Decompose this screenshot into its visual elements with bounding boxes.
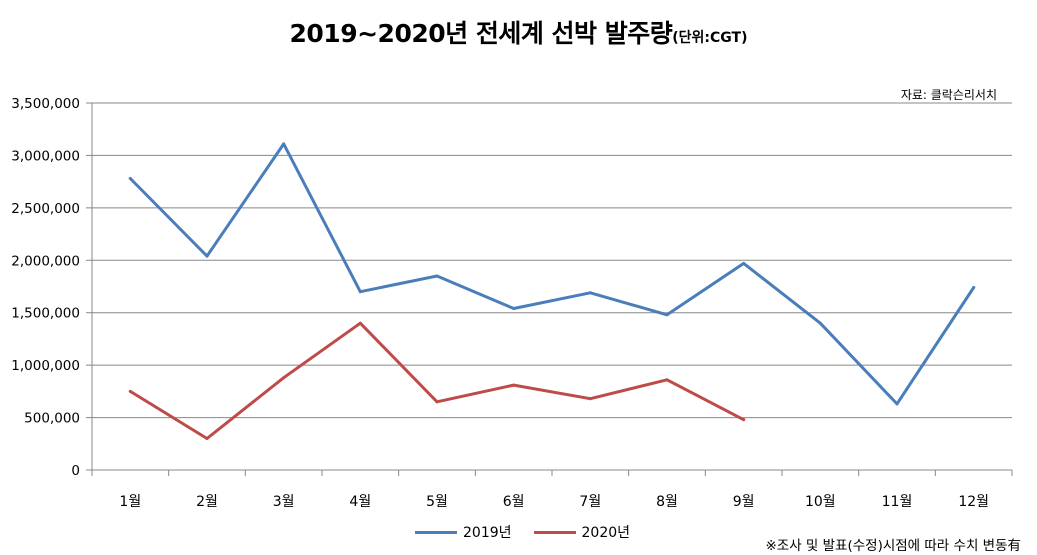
- x-tick-label: 6월: [503, 494, 525, 510]
- data-point: [742, 418, 746, 422]
- data-point: [972, 286, 976, 290]
- data-point: [588, 397, 592, 401]
- data-point: [205, 254, 209, 258]
- data-point: [282, 142, 286, 146]
- footnote: ※조사 및 발표(수정)시점에 따라 수치 변동有: [765, 538, 1021, 554]
- data-point: [512, 307, 516, 311]
- x-tick-label: 12월: [958, 494, 989, 510]
- y-tick-label: 3,000,000: [11, 148, 80, 164]
- data-point: [512, 383, 516, 387]
- chart-title-unit: (단위:CGT): [672, 30, 748, 46]
- legend-label-2020: 2020년: [581, 525, 631, 541]
- data-point: [742, 261, 746, 265]
- legend-swatch-2020: [533, 530, 576, 534]
- y-tick-label: 500,000: [24, 411, 80, 427]
- series-line-1: [128, 321, 746, 440]
- x-tick-label: 10월: [805, 494, 836, 510]
- y-tick-label: 2,000,000: [11, 253, 80, 269]
- chart-title-main: 2019~2020년 전세계 선박 발주량: [289, 19, 673, 48]
- y-tick-label: 1,500,000: [11, 306, 80, 322]
- data-point: [282, 376, 286, 380]
- legend: 2019년 2020년: [415, 522, 630, 542]
- data-point: [358, 290, 362, 294]
- data-point: [895, 402, 899, 406]
- data-point: [435, 400, 439, 404]
- x-tick-label: 1월: [119, 494, 141, 510]
- chart-title: 2019~2020년 전세계 선박 발주량(단위:CGT): [0, 14, 1037, 50]
- legend-item-2020: 2020년: [533, 522, 631, 542]
- x-tick-label: 9월: [733, 494, 755, 510]
- x-tick-label: 7월: [579, 494, 601, 510]
- data-point: [588, 291, 592, 295]
- x-tick-label: 8월: [656, 494, 678, 510]
- data-point: [205, 437, 209, 441]
- data-point: [665, 378, 669, 382]
- x-tick-label: 3월: [273, 494, 295, 510]
- data-point: [818, 321, 822, 325]
- y-tick-label: 3,500,000: [11, 96, 80, 112]
- source-label: 자료: 클락슨리서치: [900, 88, 997, 102]
- x-tick-label: 11월: [882, 494, 913, 510]
- y-tick-label: 0: [71, 463, 80, 479]
- y-tick-label: 1,000,000: [11, 358, 80, 374]
- series-line-0: [128, 142, 976, 406]
- data-point: [128, 176, 132, 180]
- x-tick-label: 5월: [426, 494, 448, 510]
- data-point: [435, 274, 439, 278]
- legend-swatch-2019: [415, 530, 457, 534]
- x-tick-label: 2월: [196, 494, 218, 510]
- data-point: [128, 389, 132, 393]
- data-point: [358, 321, 362, 325]
- legend-label-2019: 2019년: [463, 525, 512, 541]
- legend-item-2019: 2019년: [415, 522, 512, 542]
- y-tick-label: 2,500,000: [11, 201, 80, 217]
- x-tick-label: 4월: [349, 494, 371, 510]
- data-point: [665, 313, 669, 317]
